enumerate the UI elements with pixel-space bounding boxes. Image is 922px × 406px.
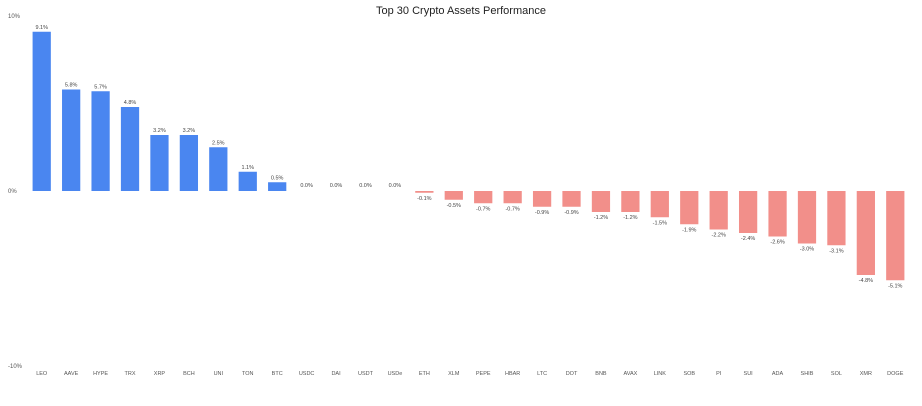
data-label-sol: -3.1% xyxy=(829,248,843,254)
bar-aave xyxy=(62,89,81,191)
data-label-pepe: -0.7% xyxy=(476,206,490,212)
x-tick-label: UNI xyxy=(214,371,224,377)
bar-ltc xyxy=(532,191,552,207)
data-labels-group: 9.1% 5.8% 5.7% 4.8% 3.2% 3.2% 2.5% 1.1% 0.5% 0.0%… xyxy=(35,25,902,290)
bar-sol xyxy=(827,191,846,246)
data-label-doge: -5.1% xyxy=(888,283,902,289)
x-axis-ticks: LEO AAVE HYPE TRX XRP BCH UNI TON BTC USDC DAI USDT… xyxy=(36,371,903,377)
bar-shib xyxy=(797,191,817,244)
data-label-sob: -1.9% xyxy=(682,227,696,233)
x-tick-label: PEPE xyxy=(476,371,491,377)
x-tick-label: SOL xyxy=(831,371,842,377)
bar-eth xyxy=(415,191,434,193)
x-tick-label: SUI xyxy=(744,371,754,377)
bar-btc xyxy=(268,182,287,191)
x-tick-label: AAVE xyxy=(64,371,79,377)
data-label-xlm: -0.5% xyxy=(447,203,461,209)
y-tick-label: -10% xyxy=(8,364,23,370)
data-label-usdc: 0.0% xyxy=(300,183,313,189)
data-label-aave: 5.8% xyxy=(65,83,78,89)
bar-hype xyxy=(91,91,110,191)
x-tick-label: USDT xyxy=(358,371,374,377)
bar-ton xyxy=(238,171,257,191)
data-label-sui: -2.4% xyxy=(741,236,755,242)
bar-pi xyxy=(709,191,728,230)
bar-bnb xyxy=(591,191,611,212)
data-label-shib: -3.0% xyxy=(800,247,814,253)
data-label-dai: 0.0% xyxy=(330,183,343,189)
bar-sob xyxy=(680,191,699,225)
x-tick-label: LINK xyxy=(654,371,667,377)
bar-uni xyxy=(209,147,228,191)
data-label-hype: 5.7% xyxy=(94,84,107,90)
data-label-link: -1.5% xyxy=(653,220,667,226)
y-tick-label: 10% xyxy=(8,14,21,20)
data-label-avax: -1.2% xyxy=(623,215,637,221)
data-label-trx: 4.8% xyxy=(124,100,137,106)
x-tick-label: BNB xyxy=(595,371,607,377)
bar-hbar xyxy=(503,191,522,204)
x-tick-label: TON xyxy=(242,371,254,377)
bar-dot xyxy=(562,191,581,207)
data-label-uni: 2.5% xyxy=(212,140,225,146)
x-tick-label: PI xyxy=(716,371,722,377)
data-label-leo: 9.1% xyxy=(35,25,48,31)
data-label-eth: -0.1% xyxy=(417,196,431,202)
data-label-xrp: 3.2% xyxy=(153,128,166,134)
data-label-xmr: -4.8% xyxy=(859,278,873,284)
x-tick-label: BCH xyxy=(183,371,195,377)
bar-xrp xyxy=(150,135,169,191)
x-tick-label: TRX xyxy=(125,371,136,377)
x-tick-label: XMR xyxy=(860,371,872,377)
bar-doge xyxy=(886,191,905,281)
bar-ada xyxy=(768,191,787,237)
x-tick-label: SHIB xyxy=(801,371,814,377)
data-label-ton: 1.1% xyxy=(241,165,254,171)
bar-avax xyxy=(621,191,640,212)
chart-title: Top 30 Crypto Assets Performance xyxy=(376,5,546,17)
x-tick-label: DAI xyxy=(331,371,341,377)
y-tick-label: 0% xyxy=(8,189,17,195)
x-tick-label: HYPE xyxy=(93,371,108,377)
x-tick-label: USDe xyxy=(388,371,403,377)
bar-sui xyxy=(738,191,758,233)
data-label-hbar: -0.7% xyxy=(505,206,519,212)
x-tick-label: BTC xyxy=(272,371,283,377)
data-label-bnb: -1.2% xyxy=(594,215,608,221)
y-axis-ticks: 10% 0% -10% xyxy=(8,14,23,370)
x-tick-label: AVAX xyxy=(623,371,637,377)
x-tick-label: ADA xyxy=(772,371,784,377)
bar-xmr xyxy=(856,191,875,275)
data-label-usdt: 0.0% xyxy=(359,183,372,189)
x-tick-label: LTC xyxy=(537,371,547,377)
data-label-ltc: -0.9% xyxy=(535,210,549,216)
bar-pepe xyxy=(474,191,493,204)
data-label-pi: -2.2% xyxy=(711,233,725,239)
x-tick-label: XRP xyxy=(154,371,166,377)
bar-leo xyxy=(32,31,51,191)
data-label-btc: 0.5% xyxy=(271,175,284,181)
x-tick-label: USDC xyxy=(299,371,315,377)
x-tick-label: DOGE xyxy=(887,371,904,377)
x-tick-label: XLM xyxy=(448,371,460,377)
bar-bch xyxy=(179,135,199,191)
data-label-dot: -0.9% xyxy=(564,210,578,216)
bars-group xyxy=(32,31,905,281)
bar-xlm xyxy=(444,191,463,200)
x-tick-label: ETH xyxy=(419,371,430,377)
bar-trx xyxy=(120,107,140,191)
x-tick-label: LEO xyxy=(36,371,48,377)
x-tick-label: HBAR xyxy=(505,371,520,377)
data-label-ada: -2.6% xyxy=(770,240,784,246)
x-tick-label: DOT xyxy=(566,371,578,377)
data-label-usde: 0.0% xyxy=(389,183,402,189)
bar-link xyxy=(650,191,669,218)
data-label-bch: 3.2% xyxy=(183,128,196,134)
x-tick-label: SOB xyxy=(683,371,695,377)
